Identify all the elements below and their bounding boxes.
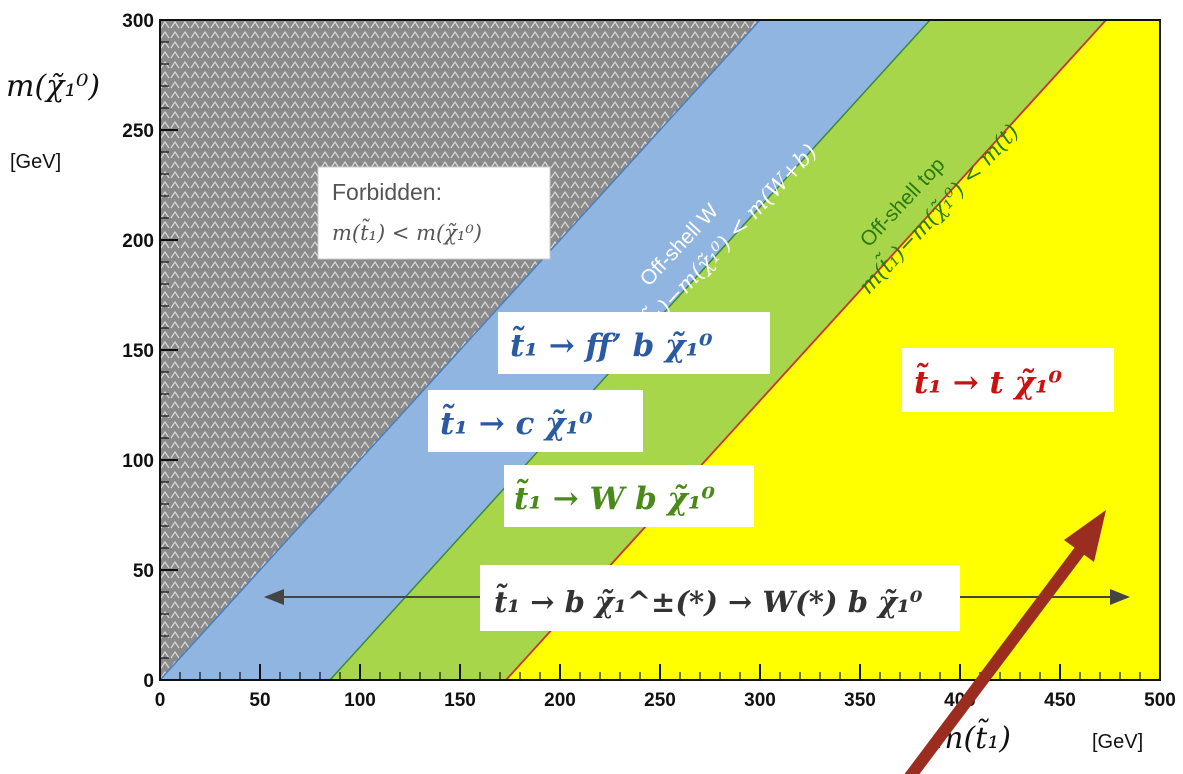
- decay-t-label: t̃₁ → t χ̃₁⁰: [914, 362, 1063, 401]
- x-tick-label: 0: [155, 690, 166, 711]
- y-axis-ticks: 0 50 100 150 200 250 300: [122, 11, 178, 692]
- x-tick-label: 200: [544, 690, 576, 711]
- x-tick-label: 250: [644, 690, 676, 711]
- decay-c-box: t̃₁ → c χ̃₁⁰: [428, 390, 643, 452]
- forbidden-line2: m(t̃₁) < m(χ̃₁⁰): [332, 218, 482, 245]
- y-tick-label: 100: [122, 451, 154, 472]
- decay-ffb-box: t̃₁ → ff’ b χ̃₁⁰: [498, 312, 770, 374]
- decay-wb-box: t̃₁ → W b χ̃₁⁰: [504, 465, 754, 527]
- x-tick-label: 50: [249, 690, 270, 711]
- x-tick-label: 300: [744, 690, 776, 711]
- decay-chargino-box: t̃₁ → b χ̃₁^±(*) → W(*) b χ̃₁⁰: [480, 565, 960, 631]
- x-axis-unit: [GeV]: [1092, 731, 1143, 753]
- y-axis-title: m(χ̃₁⁰): [6, 69, 100, 104]
- x-tick-label: 150: [444, 690, 476, 711]
- y-tick-label: 150: [122, 341, 154, 362]
- x-tick-label: 100: [344, 690, 376, 711]
- y-tick-label: 300: [122, 11, 154, 32]
- y-tick-label: 50: [133, 561, 154, 582]
- y-tick-label: 250: [122, 121, 154, 142]
- y-tick-label: 0: [143, 671, 154, 692]
- y-axis-unit: [GeV]: [10, 151, 61, 173]
- pointer-arrow: [904, 510, 1106, 774]
- decay-c-label: t̃₁ → c χ̃₁⁰: [440, 403, 593, 442]
- decay-t-box: t̃₁ → t χ̃₁⁰: [902, 348, 1114, 412]
- decay-chargino-label: t̃₁ → b χ̃₁^±(*) → W(*) b χ̃₁⁰: [494, 583, 923, 619]
- x-tick-label: 450: [1044, 690, 1076, 711]
- x-tick-label: 500: [1144, 690, 1176, 711]
- forbidden-line1: Forbidden:: [332, 179, 442, 205]
- decay-wb-label: t̃₁ → W b χ̃₁⁰: [514, 478, 715, 517]
- forbidden-label: Forbidden: m(t̃₁) < m(χ̃₁⁰): [317, 166, 551, 260]
- decay-ffb-label: t̃₁ → ff’ b χ̃₁⁰: [510, 325, 713, 364]
- boundary-line-kinematic: [160, 20, 761, 680]
- x-tick-label: 350: [844, 690, 876, 711]
- y-tick-label: 200: [122, 231, 154, 252]
